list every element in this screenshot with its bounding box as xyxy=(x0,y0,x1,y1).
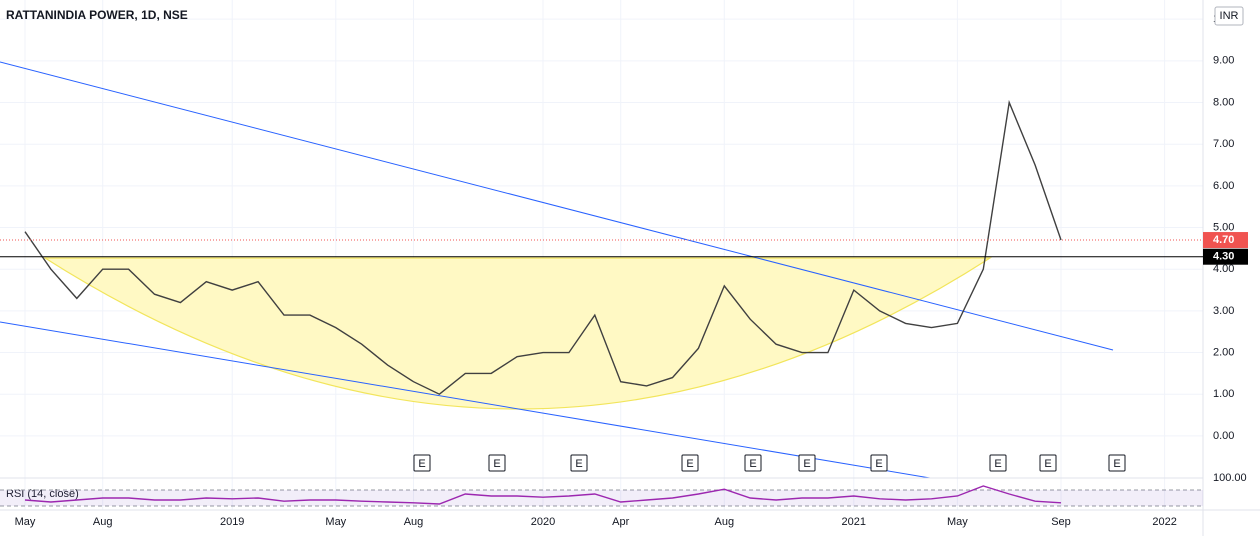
price-label: 4.70 xyxy=(1213,234,1234,246)
rsi-band xyxy=(0,490,1203,506)
earnings-marker xyxy=(413,454,431,472)
earnings-marker xyxy=(870,454,888,472)
y-tick-label: 2.00 xyxy=(1213,346,1234,358)
price-label: 4.30 xyxy=(1213,251,1234,263)
earnings-marker xyxy=(1039,454,1057,472)
earnings-label: E xyxy=(994,458,1001,470)
earnings-marker xyxy=(570,454,588,472)
x-tick-label: May xyxy=(947,516,968,528)
trend-line xyxy=(0,321,931,479)
earnings-label: E xyxy=(875,458,882,470)
earnings-marker xyxy=(744,454,762,472)
x-tick-label: 2020 xyxy=(531,516,555,528)
price-label-box xyxy=(1203,248,1248,265)
x-tick-label: Sep xyxy=(1051,516,1071,528)
x-tick-label: 2021 xyxy=(842,516,866,528)
price-line xyxy=(24,99,1062,396)
currency: INR xyxy=(1220,10,1239,22)
earnings-label: E xyxy=(749,458,756,470)
earnings-label: E xyxy=(803,458,810,470)
earnings-label: E xyxy=(418,458,425,470)
y-tick-label: 3.00 xyxy=(1213,305,1234,317)
x-tick-label: Aug xyxy=(404,516,424,528)
x-tick-label: 2022 xyxy=(1152,516,1176,528)
x-tick-label: May xyxy=(15,516,36,528)
x-tick-label: May xyxy=(325,516,346,528)
x-tick-label: Apr xyxy=(612,516,629,528)
earnings-label: E xyxy=(1113,458,1120,470)
x-tick-label: 2019 xyxy=(220,516,244,528)
y-tick-label: 4.00 xyxy=(1213,263,1234,275)
y-tick-label: 100.00 xyxy=(1213,472,1247,484)
earnings-label: E xyxy=(575,458,582,470)
earnings-label: E xyxy=(493,458,500,470)
y-tick-label: 7.00 xyxy=(1213,138,1234,150)
trend-line xyxy=(0,61,1114,351)
y-tick-label: 1.00 xyxy=(1213,388,1234,400)
earnings-marker xyxy=(989,454,1007,472)
y-tick-label: 6.00 xyxy=(1213,180,1234,192)
chart-title: RATTANINDIA POWER, 1D, NSE xyxy=(6,8,188,22)
earnings-marker xyxy=(798,454,816,472)
price-label-box xyxy=(1203,232,1248,249)
grid xyxy=(0,0,1203,510)
earnings-marker xyxy=(488,454,506,472)
currency-box xyxy=(1214,6,1244,26)
earnings-marker xyxy=(1108,454,1126,472)
x-tick-label: Aug xyxy=(715,516,735,528)
earnings-label: E xyxy=(686,458,693,470)
y-tick-label: 5.00 xyxy=(1213,221,1234,233)
y-tick-label: 9.00 xyxy=(1213,55,1234,67)
earnings-marker xyxy=(681,454,699,472)
earnings-label: E xyxy=(1044,458,1051,470)
cup-pattern xyxy=(42,257,993,410)
y-tick-label: 8.00 xyxy=(1213,96,1234,108)
y-tick-label: 0.00 xyxy=(1213,430,1234,442)
x-tick-label: Aug xyxy=(93,516,113,528)
rsi-title: RSI (14, close) xyxy=(6,488,79,500)
price-line xyxy=(24,485,1062,505)
